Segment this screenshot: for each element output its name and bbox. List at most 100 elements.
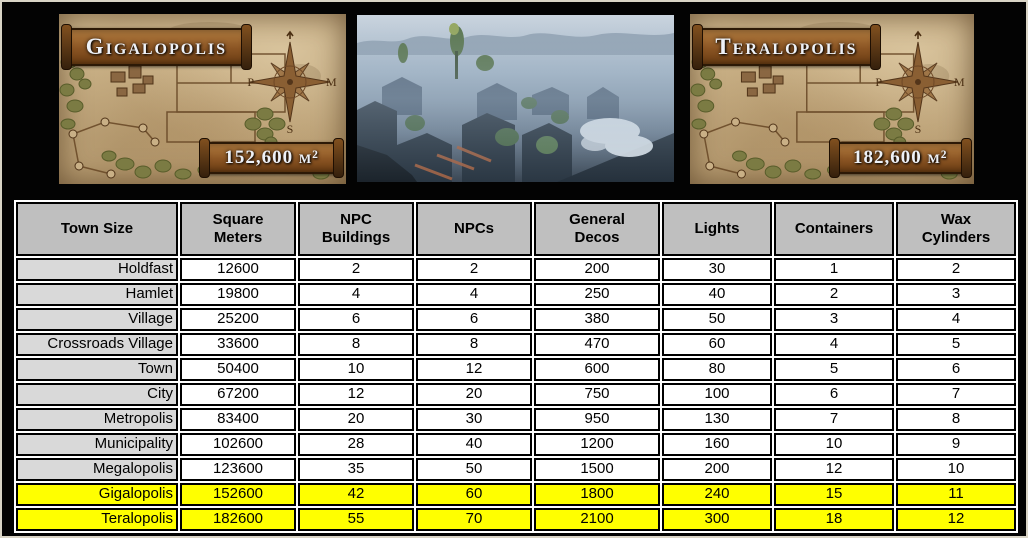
value-cell: 9	[896, 433, 1016, 456]
value-cell: 40	[416, 433, 532, 456]
value-cell: 1200	[534, 433, 660, 456]
value-cell: 2	[298, 258, 414, 281]
map-title: Gigalopolis	[85, 34, 228, 59]
value-cell: 4	[298, 283, 414, 306]
value-cell: 250	[534, 283, 660, 306]
town-size-cell: Megalopolis	[16, 458, 178, 481]
value-cell: 60	[416, 483, 532, 506]
compass-east-label: M	[954, 75, 965, 89]
column-header: Wax Cylinders	[896, 202, 1016, 256]
value-cell: 18	[774, 508, 894, 531]
column-header: NPCs	[416, 202, 532, 256]
value-cell: 200	[662, 458, 772, 481]
table-row: Megalopolis 123600 35 50 1500 200 12 10	[16, 458, 1016, 481]
table-row: Crossroads Village 33600 8 8 470 60 4 5	[16, 333, 1016, 356]
value-cell: 7	[774, 408, 894, 431]
value-cell: 160	[662, 433, 772, 456]
value-cell: 33600	[180, 333, 296, 356]
value-cell: 28	[298, 433, 414, 456]
value-cell: 2	[416, 258, 532, 281]
foggy-city-art	[357, 15, 674, 182]
value-cell: 1	[774, 258, 894, 281]
value-cell: 8	[416, 333, 532, 356]
value-cell: 4	[774, 333, 894, 356]
value-cell: 2100	[534, 508, 660, 531]
value-cell: 12	[774, 458, 894, 481]
table-row: Hamlet 19800 4 4 250 40 2 3	[16, 283, 1016, 306]
map-area-label: 152,600 m²	[224, 147, 319, 168]
column-header: Lights	[662, 202, 772, 256]
table-row: Teralopolis 182600 55 70 2100 300 18 12	[16, 508, 1016, 531]
value-cell: 300	[662, 508, 772, 531]
value-cell: 11	[896, 483, 1016, 506]
value-cell: 20	[298, 408, 414, 431]
city-screenshot-panel	[357, 15, 674, 182]
value-cell: 12	[416, 358, 532, 381]
town-size-cell: Town	[16, 358, 178, 381]
compass-rose-icon: P M S	[875, 30, 965, 136]
value-cell: 30	[416, 408, 532, 431]
town-size-cell: Crossroads Village	[16, 333, 178, 356]
value-cell: 50	[416, 458, 532, 481]
value-cell: 1500	[534, 458, 660, 481]
value-cell: 182600	[180, 508, 296, 531]
map-title: Teralopolis	[715, 34, 858, 59]
value-cell: 5	[896, 333, 1016, 356]
town-size-cell: Metropolis	[16, 408, 178, 431]
compass-south-label: S	[915, 122, 922, 136]
value-cell: 55	[298, 508, 414, 531]
value-cell: 5	[774, 358, 894, 381]
town-size-cell: Hamlet	[16, 283, 178, 306]
table-row: Gigalopolis 152600 42 60 1800 240 15 11	[16, 483, 1016, 506]
map-area-label: 182,600 m²	[853, 147, 948, 168]
town-size-cell: Village	[16, 308, 178, 331]
value-cell: 102600	[180, 433, 296, 456]
value-cell: 80	[662, 358, 772, 381]
column-header: NPC Buildings	[298, 202, 414, 256]
value-cell: 4	[896, 308, 1016, 331]
value-cell: 4	[416, 283, 532, 306]
column-header: Square Meters	[180, 202, 296, 256]
value-cell: 6	[896, 358, 1016, 381]
compass-west-label: P	[247, 75, 254, 89]
value-cell: 6	[416, 308, 532, 331]
value-cell: 15	[774, 483, 894, 506]
value-cell: 2	[774, 283, 894, 306]
table-row: Metropolis 83400 20 30 950 130 7 8	[16, 408, 1016, 431]
value-cell: 50400	[180, 358, 296, 381]
value-cell: 10	[896, 458, 1016, 481]
value-cell: 123600	[180, 458, 296, 481]
town-size-cell: City	[16, 383, 178, 406]
table-body: Holdfast 12600 2 2 200 30 1 2 Hamlet 19800 4 4 250 40…	[16, 258, 1016, 531]
value-cell: 6	[774, 383, 894, 406]
value-cell: 470	[534, 333, 660, 356]
value-cell: 10	[774, 433, 894, 456]
value-cell: 42	[298, 483, 414, 506]
table-row: Town 50400 10 12 600 80 5 6	[16, 358, 1016, 381]
value-cell: 19800	[180, 283, 296, 306]
map-area-banner: 152,600 m²	[199, 138, 344, 178]
value-cell: 40	[662, 283, 772, 306]
value-cell: 380	[534, 308, 660, 331]
map-title-banner: Gigalopolis	[61, 24, 252, 70]
value-cell: 100	[662, 383, 772, 406]
table-header-row: Town Size Square Meters NPC Buildings NPCs G…	[16, 202, 1016, 256]
gigalopolis-map-panel: P M S Gigalopolis 152,600 m²	[59, 14, 346, 184]
value-cell: 200	[534, 258, 660, 281]
table-row: Village 25200 6 6 380 50 3 4	[16, 308, 1016, 331]
column-header: Containers	[774, 202, 894, 256]
value-cell: 30	[662, 258, 772, 281]
value-cell: 3	[774, 308, 894, 331]
compass-south-label: S	[287, 122, 294, 136]
teralopolis-map-panel: P M S Teralopolis 182,600 m²	[690, 14, 974, 184]
value-cell: 10	[298, 358, 414, 381]
table-row: Holdfast 12600 2 2 200 30 1 2	[16, 258, 1016, 281]
table-row: City 67200 12 20 750 100 6 7	[16, 383, 1016, 406]
table-row: Municipality 102600 28 40 1200 160 10 9	[16, 433, 1016, 456]
value-cell: 12	[298, 383, 414, 406]
value-cell: 25200	[180, 308, 296, 331]
value-cell: 60	[662, 333, 772, 356]
value-cell: 67200	[180, 383, 296, 406]
compass-east-label: M	[326, 75, 337, 89]
